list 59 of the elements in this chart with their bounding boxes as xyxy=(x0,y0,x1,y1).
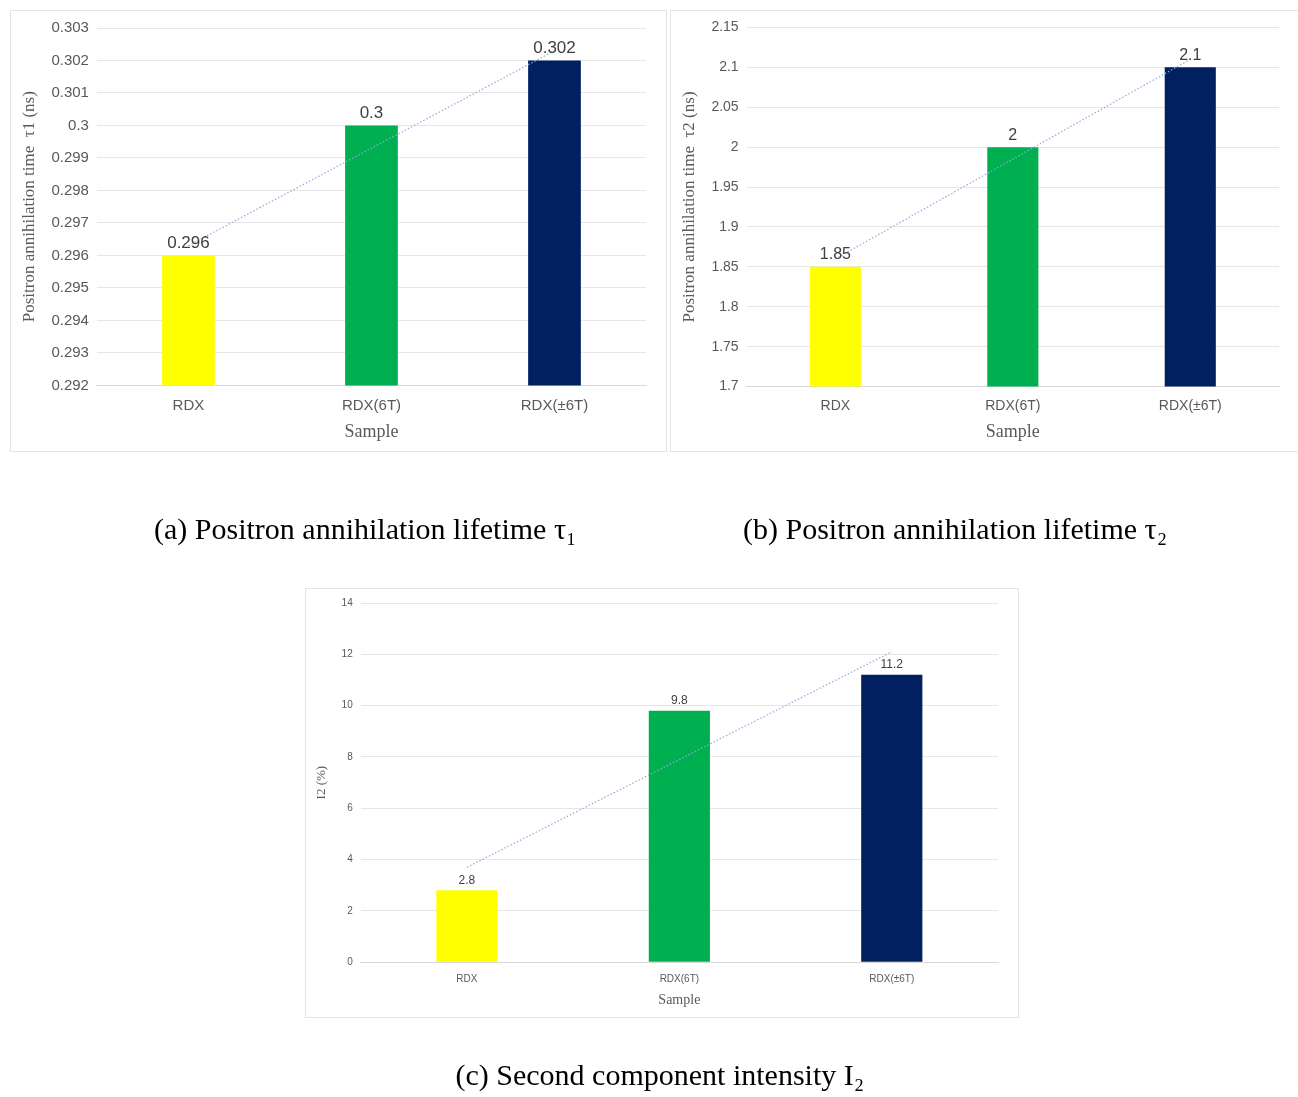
y-tick-label: 0.302 xyxy=(51,50,89,68)
x-axis-title: Sample xyxy=(985,420,1040,441)
y-tick-label: 4 xyxy=(347,853,354,865)
y-tick-label: 12 xyxy=(341,648,354,660)
y-tick-label: 2.15 xyxy=(711,18,739,35)
y-tick-label: 0.295 xyxy=(51,278,89,296)
y-tick-label: 1.85 xyxy=(711,257,739,274)
y-axis-title: I2 (%) xyxy=(313,765,329,800)
y-tick-label: 6 xyxy=(347,802,354,814)
data-label: 0.302 xyxy=(533,37,576,57)
y-tick-label: 2.05 xyxy=(711,98,739,115)
y-tick-label: 1.8 xyxy=(719,297,739,314)
x-axis-title: Sample xyxy=(658,992,701,1008)
y-tick-label: 10 xyxy=(341,699,354,711)
y-tick-label: 2 xyxy=(347,904,354,916)
text: (b) Positron annihilation lifetime τ₂ xyxy=(743,512,1168,546)
y-tick-label: 0.293 xyxy=(51,343,89,361)
data-label: 2.8 xyxy=(458,872,476,887)
y-tick-label: 0.303 xyxy=(51,18,89,36)
text: (c) Second component intensity I₂ xyxy=(455,1058,865,1092)
y-tick-label: 0.298 xyxy=(51,180,89,198)
data-label: 0.296 xyxy=(167,232,210,252)
x-tick-label: RDX(±6T) xyxy=(1158,396,1222,413)
data-label: 11.2 xyxy=(880,657,904,672)
y-tick-label: 1.95 xyxy=(711,177,739,194)
bar xyxy=(861,674,923,962)
y-axis-title: Positron annihilation time τ1 (ns) xyxy=(18,91,38,323)
y-tick-label: 1.9 xyxy=(719,217,739,234)
x-tick-label: RDX(6T) xyxy=(341,395,402,413)
y-tick-label: 0 xyxy=(347,955,354,967)
data-label: 9.8 xyxy=(671,693,689,708)
data-label: 2.1 xyxy=(1179,45,1202,63)
y-tick-label: 0.3 xyxy=(68,115,89,133)
y-tick-label: 0.297 xyxy=(51,213,89,231)
y-tick-label: 0.292 xyxy=(51,375,89,393)
x-tick-label: RDX xyxy=(172,395,205,413)
x-tick-label: RDX(6T) xyxy=(659,972,700,984)
bar xyxy=(436,890,498,962)
y-tick-label: 14 xyxy=(341,596,354,608)
y-tick-label: 1.75 xyxy=(711,337,739,354)
x-tick-label: RDX xyxy=(820,396,851,413)
y-tick-label: 8 xyxy=(347,750,354,762)
data-label: 1.85 xyxy=(819,245,852,263)
text: (a) Positron annihilation lifetime τ₁ xyxy=(154,512,577,546)
bar xyxy=(648,710,710,962)
y-axis-title: Positron annihilation time τ2 (ns) xyxy=(678,91,698,323)
y-tick-label: 2 xyxy=(730,137,739,154)
y-tick-label: 1.7 xyxy=(719,377,739,394)
x-tick-label: RDX(±6T) xyxy=(520,395,589,413)
y-tick-label: 2.1 xyxy=(719,58,739,75)
x-axis-title: Sample xyxy=(344,420,399,441)
y-tick-label: 0.299 xyxy=(51,148,89,166)
y-tick-label: 0.296 xyxy=(51,245,89,263)
x-tick-label: RDX(±6T) xyxy=(869,972,915,984)
data-label: 2 xyxy=(1008,125,1018,143)
y-tick-label: 0.294 xyxy=(51,310,89,328)
y-tick-label: 0.301 xyxy=(51,83,89,101)
x-tick-label: RDX xyxy=(456,972,478,984)
x-tick-label: RDX(6T) xyxy=(985,396,1041,413)
